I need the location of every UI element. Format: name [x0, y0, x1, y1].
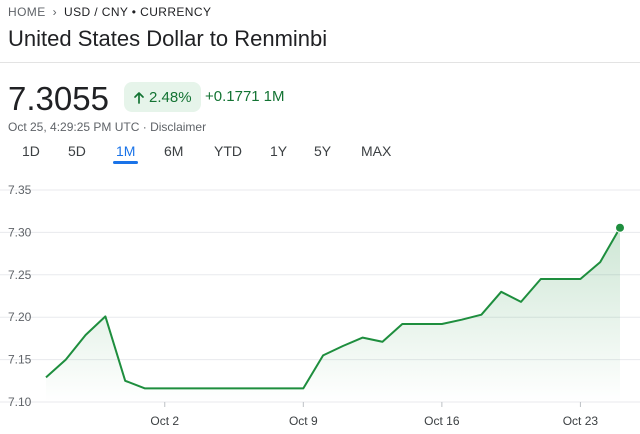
chevron-right-icon: › [52, 5, 58, 19]
data-point [599, 261, 601, 263]
change-period: 1M [263, 88, 285, 105]
absolute-change-value: +0.1771 [205, 88, 260, 105]
quote-meta: Oct 25, 4:29:25 PM UTC · Disclaimer [8, 120, 206, 134]
data-point [164, 387, 166, 389]
data-point [203, 387, 205, 389]
current-price: 7.3055 [8, 80, 109, 117]
tab-1m[interactable]: 1M [112, 143, 139, 164]
data-point [619, 227, 621, 229]
latest-point-marker [615, 222, 625, 233]
absolute-change: +0.1771 1M [205, 88, 284, 105]
y-tick-label: 7.30 [8, 225, 32, 239]
data-point [342, 345, 344, 347]
data-point [65, 359, 67, 361]
data-point [223, 387, 225, 389]
tab-5d[interactable]: 5D [68, 143, 86, 159]
quote-timestamp: Oct 25, 4:29:25 PM UTC [8, 120, 140, 134]
meta-separator: · [142, 120, 147, 134]
x-tick-label: Oct 23 [563, 414, 599, 428]
data-point [124, 380, 126, 382]
percent-change-value: 2.48% [149, 88, 192, 106]
tab-1d[interactable]: 1D [22, 143, 40, 159]
disclaimer-link[interactable]: Disclaimer [150, 120, 207, 134]
data-point [441, 323, 443, 325]
y-tick-label: 7.25 [8, 268, 32, 282]
x-tick-label: Oct 2 [150, 414, 179, 428]
tab-ytd[interactable]: YTD [214, 143, 242, 159]
tab-1y[interactable]: 1Y [270, 143, 288, 159]
data-point [480, 314, 482, 316]
data-point [184, 387, 186, 389]
price-line [45, 227, 621, 390]
data-point [381, 341, 383, 343]
x-tick-label: Oct 9 [289, 414, 318, 428]
data-point [421, 323, 423, 325]
page-title: United States Dollar to Renminbi [8, 26, 328, 51]
y-tick-label: 7.35 [8, 183, 32, 197]
breadcrumb: HOME › USD / CNY • CURRENCY [8, 5, 211, 19]
tab-max[interactable]: MAX [361, 143, 392, 159]
data-point [579, 278, 581, 280]
data-point [302, 387, 304, 389]
breadcrumb-home-link[interactable]: HOME [8, 5, 46, 19]
data-point [243, 387, 245, 389]
y-tick-label: 7.20 [8, 310, 32, 324]
data-point [322, 354, 324, 356]
data-point [263, 387, 265, 389]
percent-change-badge: 2.48% [124, 82, 201, 112]
tab-6m[interactable]: 6M [164, 143, 184, 159]
tab-5y[interactable]: 5Y [314, 143, 332, 159]
data-point [401, 323, 403, 325]
data-point [560, 278, 562, 280]
breadcrumb-current: USD / CNY • CURRENCY [64, 5, 212, 19]
data-point [104, 315, 106, 317]
x-tick-label: Oct 16 [424, 414, 460, 428]
data-point [540, 278, 542, 280]
data-point [144, 387, 146, 389]
data-point [45, 376, 47, 378]
data-point [283, 387, 285, 389]
arrow-up-icon [134, 91, 144, 104]
data-point [85, 334, 87, 336]
price-area [46, 227, 620, 402]
y-tick-label: 7.15 [8, 353, 32, 367]
y-tick-label: 7.10 [8, 395, 32, 409]
data-point [362, 337, 364, 339]
data-point [461, 319, 463, 321]
data-point [500, 291, 502, 293]
header-divider [0, 62, 640, 63]
data-point [520, 301, 522, 303]
